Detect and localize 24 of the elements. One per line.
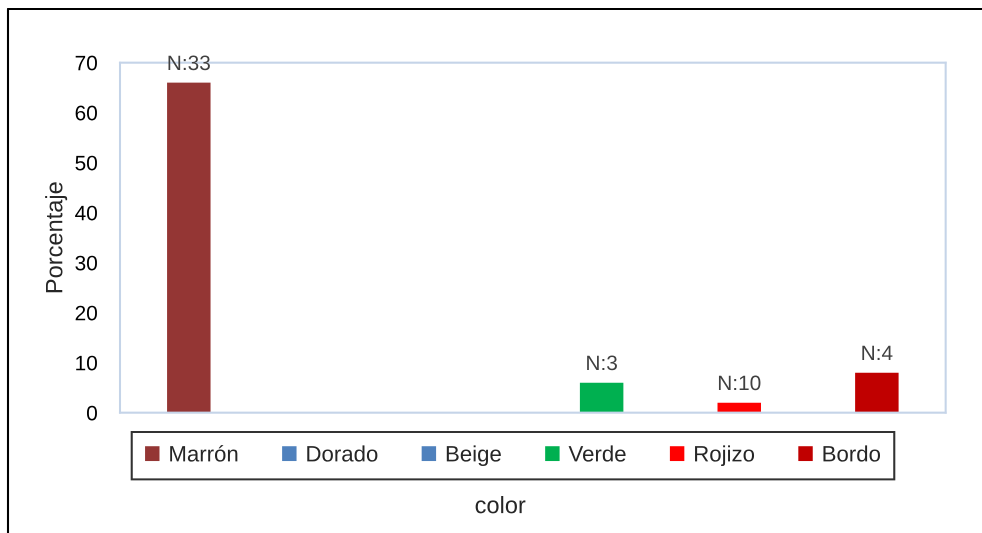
legend-label: Marrón (170, 445, 238, 462)
y-tick-label: 70 (76, 56, 97, 70)
y-axis-title: Porcentaje (45, 182, 68, 292)
legend-label: Bordo (823, 445, 880, 462)
y-tick-label: 0 (87, 406, 97, 420)
legend-label: Beige (446, 445, 501, 466)
annotation: N:3 (587, 355, 617, 370)
legend-label: Rojizo (695, 445, 754, 466)
bar (167, 82, 211, 413)
annotation: N:33 (168, 55, 210, 70)
x-axis-title: color (476, 496, 526, 514)
legend-label: Verde (568, 445, 626, 462)
y-tick-label: 60 (76, 106, 97, 120)
legend-label: Dorado (307, 445, 378, 462)
y-tick-label: 50 (75, 156, 97, 170)
bar (580, 382, 624, 413)
y-tick-label: 30 (75, 256, 97, 270)
y-tick-label: 20 (76, 306, 97, 320)
y-tick-label: 10 (76, 356, 97, 370)
bar (718, 402, 761, 413)
bar (855, 372, 899, 413)
annotation: N:4 (862, 346, 892, 360)
annotation: N:10 (718, 375, 760, 390)
y-tick-label: 40 (75, 206, 97, 220)
